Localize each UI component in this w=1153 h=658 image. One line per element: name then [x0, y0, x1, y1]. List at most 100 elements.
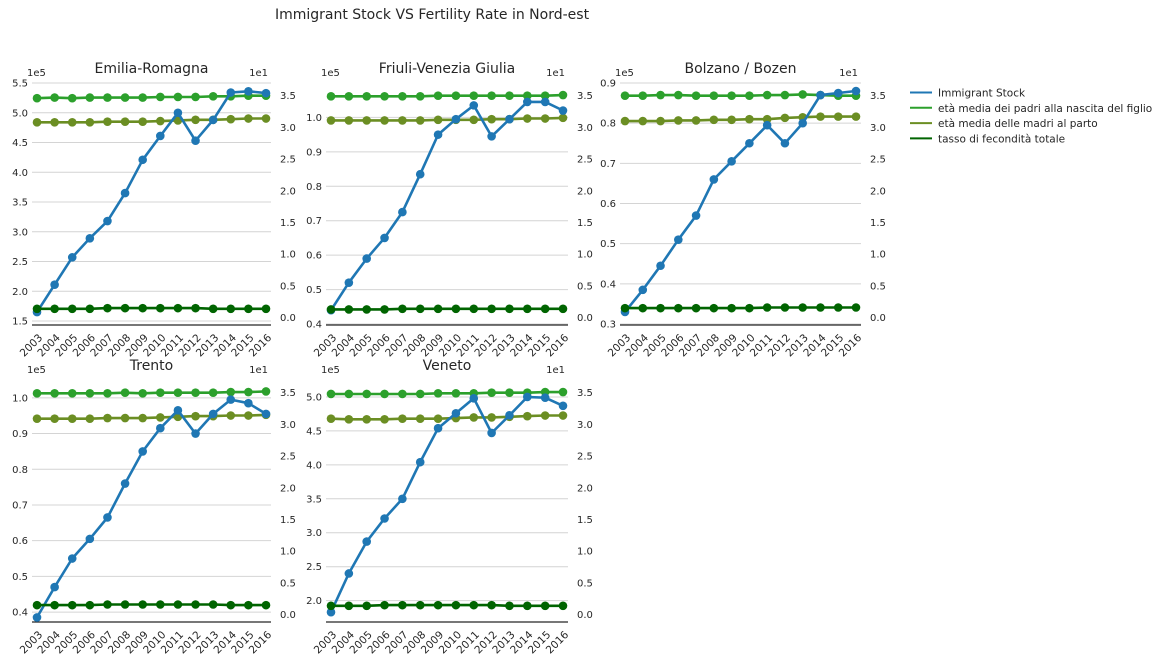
data-point: [505, 304, 514, 314]
data-point: [226, 304, 236, 314]
data-point: [674, 116, 683, 125]
data-point: [208, 388, 218, 397]
data-point: [244, 114, 253, 123]
data-point: [487, 114, 496, 124]
panel-trento: 0.4 0.5 0.6 0.7 0.8 0.9 1.0 0.0 0.5 1.0 1.5 2.0 2.5 3…: [12, 358, 296, 656]
data-point: [380, 116, 389, 125]
legend-label: Immigrant Stock: [938, 88, 1026, 100]
data-point: [103, 389, 112, 398]
data-point: [620, 91, 630, 100]
right-tick-label: 3.5: [280, 91, 296, 102]
data-point: [816, 112, 825, 121]
left-tick-label: 0.4: [600, 279, 616, 290]
left-axis-multiplier: 1e5: [27, 68, 46, 79]
left-tick-label: 1.0: [12, 393, 28, 404]
data-point: [540, 97, 550, 107]
data-point: [50, 414, 59, 423]
data-point: [326, 601, 336, 611]
legend-label: età media dei padri alla nascita del fig…: [938, 103, 1152, 115]
left-tick-label: 2.5: [12, 257, 28, 268]
data-point: [244, 304, 253, 314]
data-point: [138, 93, 147, 102]
series-line: [329, 100, 564, 311]
data-point: [261, 600, 271, 610]
data-point: [173, 108, 183, 118]
right-tick-label: 2.5: [280, 155, 296, 166]
right-tick-label: 2.0: [577, 186, 593, 197]
data-point: [780, 90, 790, 100]
right-tick-label: 3.0: [577, 420, 593, 431]
series-tasso-di-fecondita-totale: [32, 600, 271, 610]
series-line: [329, 395, 564, 613]
data-point: [50, 93, 59, 102]
data-point: [362, 305, 371, 314]
series-eta-media-dei-padri-alla-nascita-del-figlio: [326, 387, 568, 399]
data-point: [344, 92, 354, 101]
left-tick-label: 0.4: [12, 608, 28, 619]
left-tick-label: 5.0: [12, 108, 28, 119]
data-point: [244, 398, 253, 408]
data-point: [415, 92, 425, 101]
data-point: [32, 613, 42, 622]
data-point: [138, 447, 147, 456]
data-point: [261, 304, 271, 314]
right-tick-label: 0.5: [870, 281, 886, 292]
data-point: [433, 91, 443, 100]
legend: Immigrant Stock età media dei padri alla …: [910, 88, 1152, 145]
data-point: [67, 118, 77, 127]
left-tick-label: 0.6: [600, 199, 616, 210]
left-tick-label: 4.0: [306, 460, 322, 471]
data-point: [173, 92, 183, 102]
left-axis-multiplier: 1e5: [321, 365, 340, 376]
data-point: [326, 607, 336, 617]
left-tick-label: 0.9: [600, 79, 616, 90]
data-point: [415, 389, 425, 399]
data-point: [762, 114, 772, 124]
right-tick-label: 2.5: [870, 155, 886, 166]
right-tick-label: 1.0: [280, 250, 296, 261]
data-point: [398, 600, 407, 610]
data-point: [745, 138, 754, 148]
right-axis-multiplier: 1e1: [249, 68, 268, 79]
data-point: [451, 114, 461, 124]
data-point: [191, 600, 200, 609]
data-point: [85, 93, 95, 102]
data-point: [469, 91, 479, 100]
data-point: [103, 303, 112, 313]
right-axis-multiplier: 1e1: [249, 365, 268, 376]
data-point: [32, 600, 42, 610]
data-point: [362, 254, 371, 263]
figure-title: Immigrant Stock VS Fertility Rate in Nor…: [275, 7, 590, 23]
data-point: [433, 423, 443, 433]
right-tick-label: 1.0: [280, 547, 296, 558]
data-point: [32, 389, 42, 398]
data-point: [32, 93, 42, 103]
data-point: [226, 88, 236, 97]
data-point: [523, 91, 532, 100]
panel-veneto: 2.0 2.5 3.0 3.5 4.0 4.5 5.0 0.0 0.5 1.0 1.5 2.0 2.5 3…: [306, 358, 593, 656]
right-tick-label: 0.5: [280, 281, 296, 292]
left-tick-label: 2.0: [12, 287, 28, 298]
data-point: [261, 88, 271, 98]
data-point: [32, 118, 42, 127]
data-point: [691, 211, 701, 220]
left-tick-label: 4.5: [306, 426, 322, 437]
data-point: [85, 304, 95, 314]
data-point: [540, 91, 550, 100]
right-tick-label: 0.0: [577, 313, 593, 324]
data-point: [415, 169, 425, 179]
left-tick-label: 0.5: [306, 285, 322, 296]
left-tick-label: 2.0: [306, 596, 322, 607]
data-point: [208, 409, 218, 419]
right-tick-label: 3.5: [870, 91, 886, 102]
data-point: [32, 304, 42, 314]
right-axis-multiplier: 1e1: [839, 68, 858, 79]
left-tick-label: 0.5: [12, 572, 28, 583]
left-tick-label: 0.8: [306, 182, 322, 193]
data-point: [138, 117, 147, 126]
data-point: [398, 92, 407, 101]
left-tick-label: 1.0: [306, 113, 322, 124]
right-tick-label: 0.5: [280, 578, 296, 589]
data-point: [851, 86, 861, 96]
series-tasso-di-fecondita-totale: [326, 304, 568, 314]
